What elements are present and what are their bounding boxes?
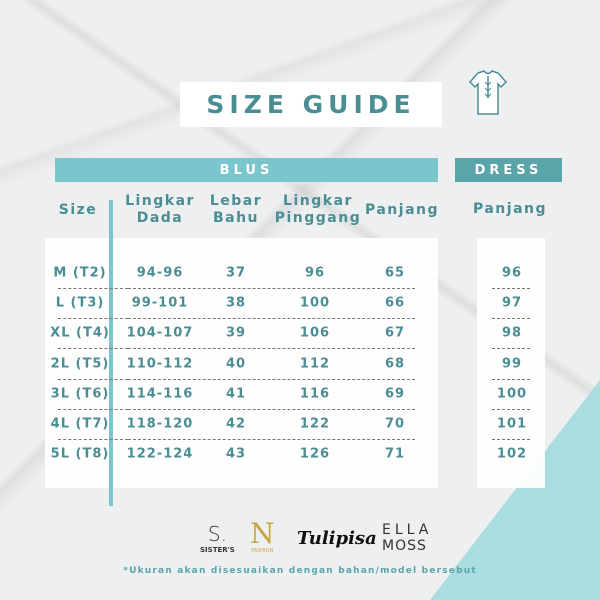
cell-bahu: 38 <box>225 295 247 311</box>
cell-bahu: 42 <box>225 416 247 432</box>
row-divider <box>58 439 128 440</box>
row-divider <box>58 378 128 380</box>
row-divider <box>128 348 415 350</box>
row-divider <box>58 348 128 350</box>
cell-size: XL (T4) <box>50 325 110 341</box>
row-divider <box>128 378 415 380</box>
cell-dress: 98 <box>501 325 523 341</box>
cell-bahu: 37 <box>225 265 247 281</box>
blus-header-bar: BLUS <box>55 158 438 182</box>
cell-bahu: 43 <box>225 446 247 462</box>
header-panjang: Panjang <box>364 202 440 218</box>
header-line: Lingkar <box>125 193 195 209</box>
logo-text: SISTER'S <box>200 546 235 554</box>
cell-pinggang: 122 <box>299 416 331 432</box>
ella-moss-logo: ELLA MOSS <box>382 522 432 554</box>
cell-size: 5L (T8) <box>50 446 110 462</box>
header-line: Bahu <box>212 210 260 226</box>
brand-logos: S. SISTER'S N FASHION Tulipisa ELLA MOSS <box>0 520 600 560</box>
header-line: Lebar <box>209 193 263 209</box>
row-divider <box>58 408 128 410</box>
row-divider <box>492 318 530 320</box>
cell-dada: 94-96 <box>136 265 184 281</box>
cell-panjang: 70 <box>384 416 406 432</box>
cell-bahu: 40 <box>225 356 247 372</box>
cell-dress: 102 <box>496 446 528 462</box>
cell-dada: 104-107 <box>126 325 194 341</box>
cell-panjang: 71 <box>384 446 406 462</box>
row-divider <box>492 378 530 380</box>
cell-panjang: 66 <box>384 295 406 311</box>
page-title: SIZE GUIDE <box>180 82 442 127</box>
logo-text: MOSS <box>382 538 427 554</box>
cell-pinggang: 126 <box>299 446 331 462</box>
cell-dress: 101 <box>496 416 528 432</box>
sisters-logo: S. SISTER'S <box>200 522 235 554</box>
dress-table-panel <box>477 238 545 488</box>
cell-dada: 110-112 <box>126 356 194 372</box>
cell-dada: 114-116 <box>126 386 194 402</box>
shirt-icon <box>468 68 508 122</box>
cell-pinggang: 100 <box>299 295 331 311</box>
header-size: Size <box>58 202 98 218</box>
cell-dress: 97 <box>501 295 523 311</box>
tulipisa-logo: Tulipisa <box>297 528 377 549</box>
cell-pinggang: 96 <box>304 265 326 281</box>
row-divider <box>128 318 415 320</box>
header-line: Lingkar <box>283 193 353 209</box>
cell-pinggang: 116 <box>299 386 331 402</box>
cell-dress: 100 <box>496 386 528 402</box>
row-divider <box>58 318 128 320</box>
logo-text: ELLA <box>382 522 433 538</box>
row-divider <box>128 408 415 410</box>
header-line: Dada <box>136 210 184 226</box>
divider-line <box>109 200 113 506</box>
cell-bahu: 39 <box>225 325 247 341</box>
row-divider <box>128 288 415 289</box>
cell-panjang: 68 <box>384 356 406 372</box>
header-dress-panjang: Panjang <box>472 201 548 217</box>
cell-size: M (T2) <box>53 265 107 281</box>
cell-size: 2L (T5) <box>50 356 110 372</box>
dress-header-bar: DRESS <box>455 158 562 182</box>
row-divider <box>58 288 128 289</box>
header-lebar-bahu: Lebar Bahu <box>210 193 262 227</box>
row-divider <box>492 408 530 410</box>
cell-dada: 118-120 <box>126 416 194 432</box>
cell-size: 3L (T6) <box>50 386 110 402</box>
footnote: *Ukuran akan disesuaikan dengan bahan/mo… <box>123 566 477 576</box>
logo-text: S. <box>207 522 227 546</box>
cell-dress: 96 <box>501 265 523 281</box>
cell-pinggang: 112 <box>299 356 331 372</box>
n-fashion-logo: N FASHION <box>250 517 275 555</box>
row-divider <box>492 348 530 350</box>
row-divider <box>492 439 530 440</box>
row-divider <box>492 288 530 289</box>
cell-bahu: 41 <box>225 386 247 402</box>
cell-panjang: 69 <box>384 386 406 402</box>
header-lingkar-pinggang: Lingkar Pinggang <box>275 193 362 227</box>
cell-size: 4L (T7) <box>50 416 110 432</box>
row-divider <box>128 439 415 440</box>
cell-dress: 99 <box>501 356 523 372</box>
logo-text: FASHION <box>251 548 274 554</box>
cell-panjang: 67 <box>384 325 406 341</box>
cell-panjang: 65 <box>384 265 406 281</box>
cell-size: L (T3) <box>55 295 105 311</box>
cell-dada: 99-101 <box>131 295 189 311</box>
cell-pinggang: 106 <box>299 325 331 341</box>
cell-dada: 122-124 <box>126 446 194 462</box>
header-line: Pinggang <box>274 210 362 226</box>
header-lingkar-dada: Lingkar Dada <box>125 193 195 227</box>
